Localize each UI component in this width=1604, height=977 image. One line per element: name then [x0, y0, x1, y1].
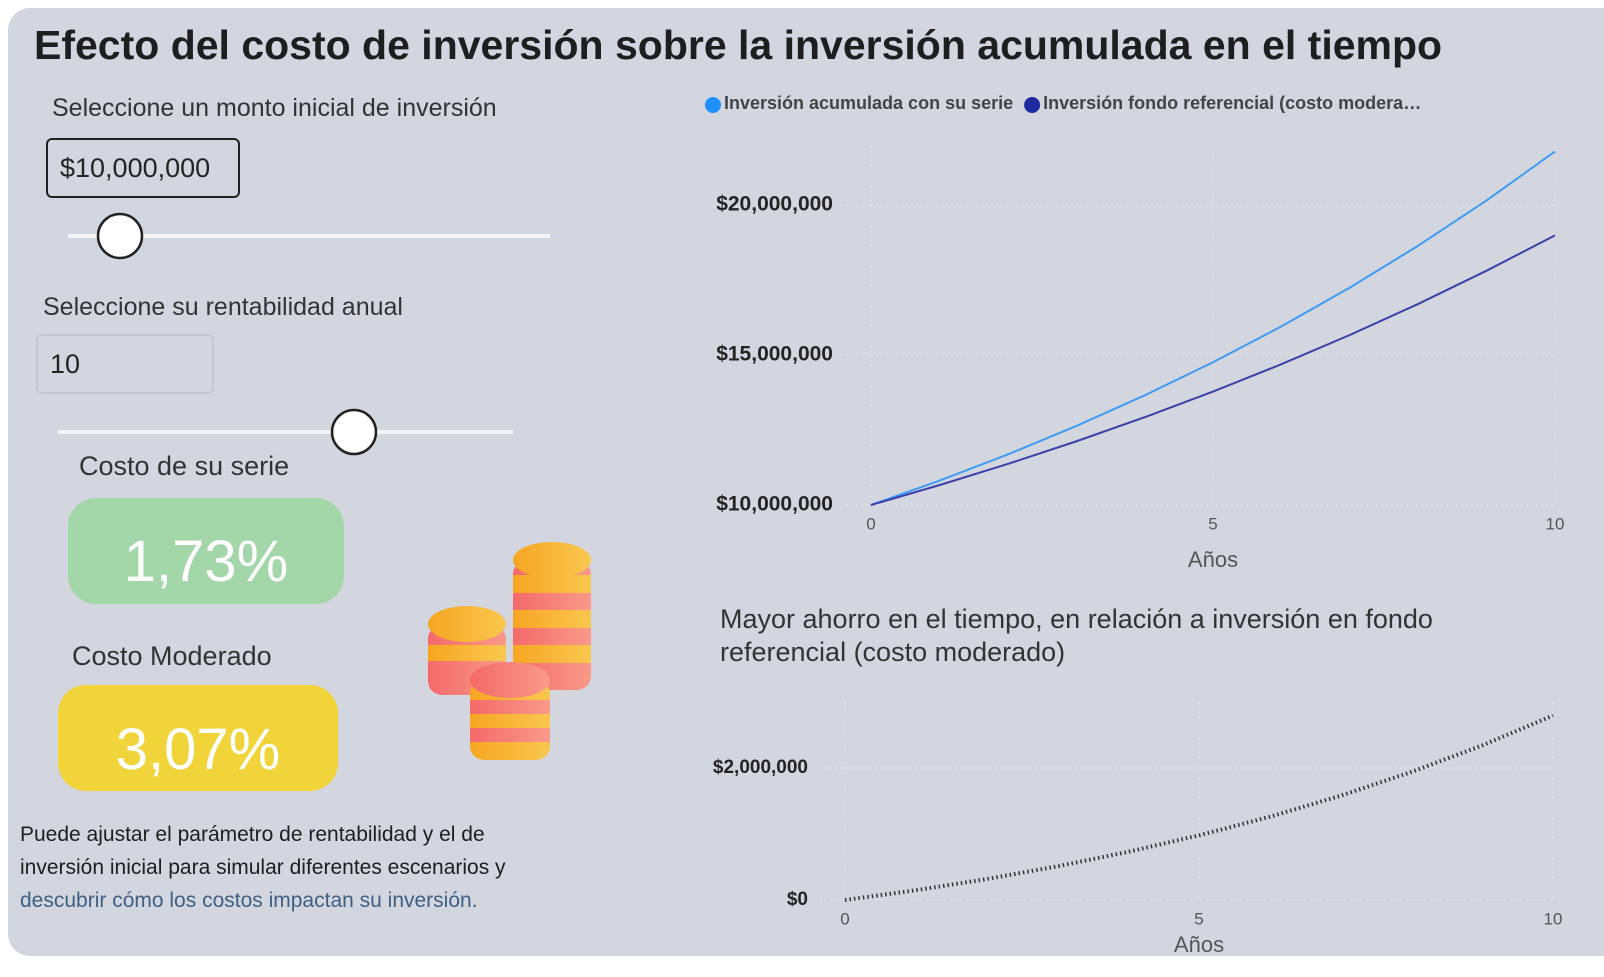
return-input[interactable]: 10 [36, 334, 214, 394]
x-tick-label: 10 [1544, 909, 1563, 928]
line-series [870, 150, 1556, 506]
x-axis-label: Años [1174, 932, 1224, 957]
title: Efecto del costo de inversión sobre la i… [34, 22, 1443, 68]
x-tick-label: 5 [1208, 514, 1217, 533]
legend-label: Inversión acumulada con su serie [724, 93, 1013, 113]
slider-thumb[interactable] [330, 408, 378, 456]
moderate-cost-card: 3,07% [58, 685, 338, 791]
x-tick-label: 0 [840, 909, 849, 928]
y-tick-label: $0 [787, 889, 808, 910]
y-tick-label: $20,000,000 [716, 193, 833, 216]
legend-marker [1024, 97, 1041, 113]
x-tick-label: 5 [1194, 909, 1203, 928]
series-cost-card: 1,73% [68, 498, 344, 604]
x-tick-label: 0 [866, 514, 875, 533]
chart-title: Mayor ahorro en el tiempo, en relación a… [720, 604, 1433, 667]
x-axis-label: Años [1188, 547, 1238, 572]
note-line: Puede ajustar el parámetro de rentabilid… [20, 823, 485, 846]
series-cost-label: Costo de su serie [79, 451, 290, 481]
note-line: inversión inicial para simular diferente… [20, 856, 506, 879]
y-tick-label: $10,000,000 [716, 493, 833, 516]
legend-marker [705, 97, 721, 113]
line-series [844, 713, 1554, 902]
line-series [870, 234, 1556, 506]
y-tick-label: $15,000,000 [716, 343, 833, 366]
coins-icon [428, 542, 591, 760]
y-tick-label: $2,000,000 [713, 757, 808, 778]
slider-thumb[interactable] [96, 212, 144, 260]
x-tick-label: 10 [1546, 514, 1565, 533]
amount-label: Seleccione un monto inicial de inversión [52, 94, 497, 122]
note-line: descubrir cómo los costos impactan su in… [20, 889, 478, 912]
legend-label: Inversión fondo referencial (costo moder… [1043, 93, 1421, 113]
amount-input[interactable]: $10,000,000 [46, 138, 240, 198]
sliders [58, 212, 550, 456]
moderate-cost-label: Costo Moderado [72, 641, 272, 671]
return-label: Seleccione su rentabilidad anual [43, 293, 403, 321]
panel [8, 8, 1604, 956]
